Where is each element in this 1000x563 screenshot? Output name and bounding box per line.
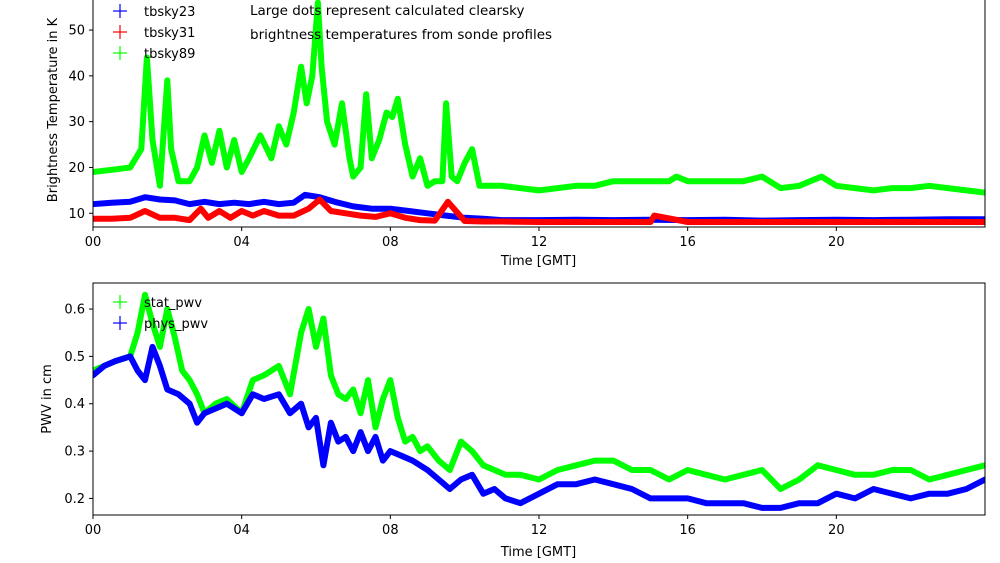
y-tick-label: 0.2 (64, 492, 85, 507)
x-tick-label: 20 (828, 235, 845, 250)
x-tick-label: 00 (85, 523, 102, 538)
x-tick-label: 16 (679, 235, 696, 250)
legend-marker-tbsky89 (113, 46, 127, 60)
series-line-tbsky89 (93, 0, 985, 196)
annotation-line-2: brightness temperatures from sonde profi… (250, 27, 552, 43)
bottom-chart-panel: 00 04 08 12 16 20 0.20.30.40.50.6 Time [GMT] … (40, 282, 986, 560)
legend-label-tbsky89: tbsky89 (144, 47, 195, 62)
bottom-y-ticks: 0.2 0.3 0.4 0.5 0.6 (64, 303, 93, 507)
top-y-ticks: 10 20 30 40 50 (68, 24, 93, 222)
bottom-x-ticks: 00 04 08 12 16 20 (85, 515, 845, 538)
y-tick-label: 0.4 (64, 397, 85, 412)
bottom-series-group (93, 291, 985, 511)
top-legend: tbsky23 tbsky31 tbsky89 (113, 4, 195, 62)
legend-marker-stat-pwv (113, 295, 127, 309)
y-tick-label: 20 (68, 161, 85, 176)
bottom-legend: stat_pwv phys_pwv (113, 295, 208, 332)
series-line-phys-pwv (93, 343, 985, 511)
x-tick-label: 08 (382, 523, 399, 538)
y-tick-label: 0.6 (64, 303, 85, 318)
y-tick-label: 0.3 (64, 445, 85, 460)
x-tick-label: 00 (85, 235, 102, 250)
top-y-axis-label: Brightness Temperature in K (46, 17, 61, 202)
annotation-line-1: Large dots represent calculated clearsky (250, 3, 524, 19)
y-tick-label: 10 (68, 207, 85, 222)
legend-label-stat-pwv: stat_pwv (144, 296, 202, 311)
x-tick-label: 04 (233, 523, 250, 538)
bottom-x-axis-label: Time [GMT] (500, 545, 576, 560)
legend-marker-tbsky23 (113, 4, 127, 18)
x-tick-label: 04 (233, 235, 250, 250)
x-tick-label: 16 (679, 523, 696, 538)
y-tick-label: 0.5 (64, 350, 85, 365)
y-tick-label: 40 (68, 69, 85, 84)
legend-marker-tbsky31 (113, 25, 127, 39)
top-x-axis-label: Time [GMT] (500, 254, 576, 269)
x-tick-label: 08 (382, 235, 399, 250)
top-series-group (93, 0, 985, 225)
series-line-tbsky31 (93, 196, 985, 225)
x-tick-label: 20 (828, 523, 845, 538)
legend-label-phys-pwv: phys_pwv (144, 317, 208, 332)
bottom-y-axis-label: PWV in cm (40, 364, 55, 434)
top-chart-panel: 00 04 08 12 16 20 10 20 30 40 50 Time [GMT] Brigh… (46, 0, 986, 269)
x-tick-label: 12 (531, 523, 548, 538)
legend-label-tbsky23: tbsky23 (144, 5, 195, 20)
series-line-stat-pwv (93, 291, 985, 492)
top-x-ticks: 00 04 08 12 16 20 (85, 227, 845, 250)
legend-label-tbsky31: tbsky31 (144, 26, 195, 41)
legend-marker-phys-pwv (113, 316, 127, 330)
y-tick-label: 50 (68, 24, 85, 39)
y-tick-label: 30 (68, 115, 85, 130)
x-tick-label: 12 (531, 235, 548, 250)
